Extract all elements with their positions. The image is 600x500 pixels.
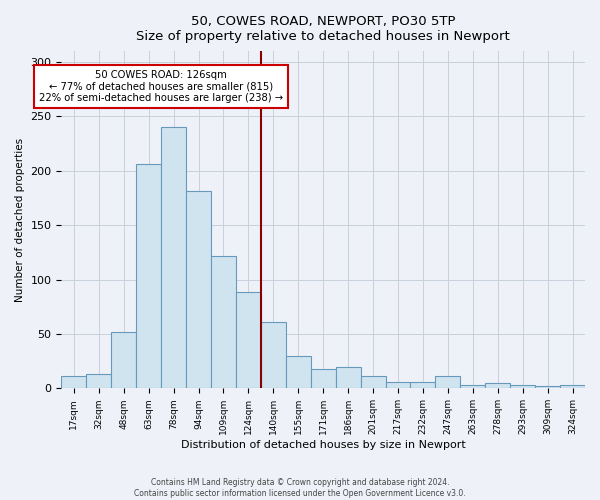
Bar xyxy=(361,376,386,388)
Bar xyxy=(161,128,186,388)
Bar xyxy=(236,292,261,388)
Bar xyxy=(311,369,335,388)
Bar xyxy=(136,164,161,388)
Bar xyxy=(535,386,560,388)
Text: Contains HM Land Registry data © Crown copyright and database right 2024.
Contai: Contains HM Land Registry data © Crown c… xyxy=(134,478,466,498)
Bar xyxy=(460,385,485,388)
Y-axis label: Number of detached properties: Number of detached properties xyxy=(15,138,25,302)
Bar xyxy=(485,383,510,388)
Bar xyxy=(61,376,86,388)
Bar xyxy=(111,332,136,388)
Bar xyxy=(211,256,236,388)
Text: 50 COWES ROAD: 126sqm
← 77% of detached houses are smaller (815)
22% of semi-det: 50 COWES ROAD: 126sqm ← 77% of detached … xyxy=(39,70,283,103)
Bar xyxy=(510,385,535,388)
Bar xyxy=(261,322,286,388)
Bar xyxy=(386,382,410,388)
Bar xyxy=(560,385,585,388)
Bar xyxy=(410,382,436,388)
Bar xyxy=(436,376,460,388)
Bar xyxy=(186,192,211,388)
Bar xyxy=(335,366,361,388)
X-axis label: Distribution of detached houses by size in Newport: Distribution of detached houses by size … xyxy=(181,440,466,450)
Bar xyxy=(86,374,111,388)
Bar xyxy=(286,356,311,388)
Title: 50, COWES ROAD, NEWPORT, PO30 5TP
Size of property relative to detached houses i: 50, COWES ROAD, NEWPORT, PO30 5TP Size o… xyxy=(136,15,510,43)
